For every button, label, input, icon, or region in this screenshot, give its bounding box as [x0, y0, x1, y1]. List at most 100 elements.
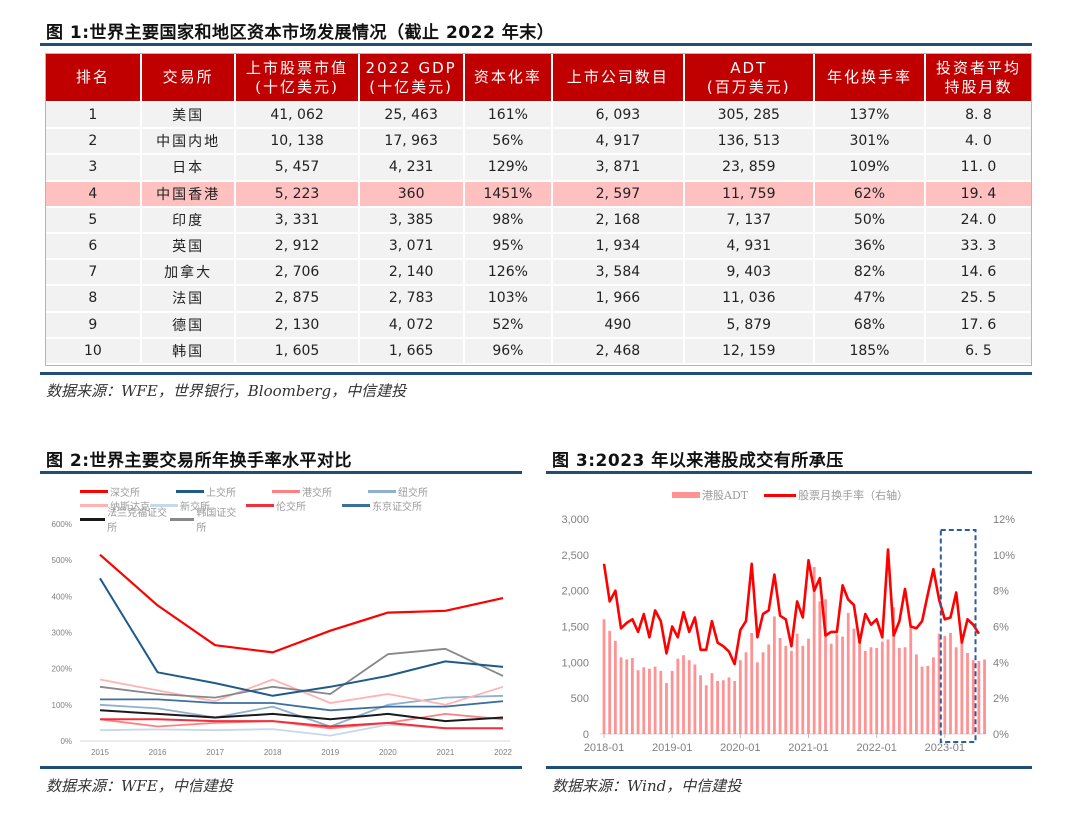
- y-tick-label: 500%: [52, 556, 72, 565]
- figure3-source: 数据来源：Wind，中信建投: [552, 777, 742, 795]
- column-header-line1: 年化换手率: [826, 68, 912, 86]
- cell-rank: 6: [46, 231, 142, 261]
- y-tick-label: 600%: [52, 520, 72, 529]
- y-right-tick-label: 10%: [993, 550, 1015, 562]
- adt-bar: [767, 644, 771, 734]
- cell-turnover: 50%: [812, 205, 926, 234]
- column-header: 上市公司数目: [551, 54, 685, 103]
- legend-label: 港股ADT: [702, 489, 749, 502]
- y-tick-label: 0%: [60, 737, 72, 746]
- cell-name: 美国: [139, 100, 237, 130]
- cell-gdp: 3, 071: [357, 231, 465, 261]
- cell-listed: 2, 597: [551, 179, 685, 208]
- legend-line-swatch: [764, 493, 797, 497]
- column-header-line1: 交易所: [162, 68, 214, 86]
- legend-swatch: [176, 489, 204, 493]
- cell-rank: 1: [46, 100, 142, 130]
- x-tick-label: 2023-01: [925, 742, 965, 754]
- column-header: 投资者平均 持股月数: [923, 54, 1031, 103]
- y-tick-label: 300%: [52, 629, 72, 638]
- column-header: 上市股票市值 (十亿美元): [234, 54, 360, 103]
- column-header-line1: ADT: [730, 58, 768, 77]
- y-left-tick-label: 3,000: [561, 514, 589, 526]
- adt-bar: [699, 675, 702, 734]
- cell-turnover: 301%: [812, 127, 926, 156]
- cell-mcap: 2, 706: [234, 258, 360, 287]
- cell-mcap: 2, 875: [234, 284, 360, 313]
- legend-swatch: [170, 517, 195, 521]
- cell-turnover: 36%: [812, 231, 926, 261]
- adt-bar: [613, 640, 617, 734]
- table-row: 10 韩国 1, 605 1, 665 96% 2, 468 12, 159 185% 6. 5: [46, 336, 1031, 365]
- cell-hold-months: 19. 4: [923, 179, 1031, 208]
- cell-turnover: 109%: [812, 153, 926, 182]
- legend-swatch: [150, 503, 178, 507]
- cell-listed: 1, 934: [551, 231, 685, 261]
- cell-name: 日本: [139, 153, 237, 182]
- y-left-tick-label: 500: [571, 693, 589, 705]
- y-left-tick-label: 1,500: [561, 622, 589, 634]
- cell-hold-months: 14. 6: [923, 258, 1031, 287]
- legend-swatch: [272, 489, 300, 493]
- adt-bar: [943, 635, 947, 734]
- figure1-title-rule: [40, 43, 1032, 46]
- adt-bar: [966, 653, 969, 734]
- legend-swatch: [80, 503, 108, 507]
- adt-bar: [790, 650, 793, 734]
- cell-mcap: 2, 130: [234, 310, 360, 339]
- x-tick-label: 2020: [379, 748, 397, 757]
- cell-name: 德国: [139, 310, 237, 339]
- cell-turnover: 185%: [812, 336, 926, 365]
- y-left-tick-label: 2,500: [561, 550, 589, 562]
- adt-bar: [841, 636, 844, 734]
- cell-mcap: 5, 457: [234, 153, 360, 182]
- y-tick-label: 400%: [52, 592, 72, 601]
- column-header: 交易所: [139, 54, 237, 103]
- adt-bar: [795, 633, 799, 734]
- adt-bar: [852, 628, 856, 734]
- y-tick-label: 200%: [52, 665, 72, 674]
- cell-gdp: 2, 140: [357, 258, 465, 287]
- y-right-tick-label: 4%: [993, 657, 1009, 669]
- adt-bar: [920, 666, 924, 734]
- legend-swatch: [342, 503, 370, 507]
- series-line: [99, 709, 504, 723]
- legend-label: 股票月换手率（右轴）: [798, 489, 909, 502]
- adt-bar: [863, 650, 867, 734]
- cell-mcap: 2, 912: [234, 231, 360, 261]
- cell-mcap: 41, 062: [234, 100, 360, 130]
- adt-bar: [670, 670, 674, 734]
- x-tick-label: 2015: [91, 748, 109, 757]
- cell-name: 中国内地: [139, 127, 237, 156]
- legend-item: 东京证交所: [342, 498, 438, 513]
- cell-cap-ratio: 1451%: [462, 179, 554, 208]
- cell-hold-months: 24. 0: [923, 205, 1031, 234]
- column-header-line1: 投资者平均: [935, 58, 1021, 77]
- adt-bar: [750, 632, 754, 734]
- adt-bar: [676, 658, 680, 734]
- cell-gdp: 4, 231: [357, 153, 465, 182]
- adt-bar: [869, 647, 873, 734]
- adt-bar: [954, 647, 958, 734]
- x-tick-label: 2016: [149, 748, 167, 757]
- adt-bar: [915, 654, 918, 734]
- legend-label: 港交所: [302, 487, 332, 499]
- table-row: 6 英国 2, 912 3, 071 95% 1, 934 4, 931 36% 33. 3: [46, 231, 1031, 261]
- cell-adt: 12, 159: [682, 336, 815, 365]
- cell-listed: 1, 966: [551, 284, 685, 313]
- cell-hold-months: 6. 5: [923, 336, 1031, 365]
- figure1-source: 数据来源：WFE，世界银行，Bloomberg，中信建投: [46, 382, 407, 400]
- adt-bar: [801, 645, 805, 734]
- cell-name: 中国香港: [139, 179, 237, 208]
- legend-item: 港交所: [272, 484, 368, 499]
- table-row: 4 中国香港 5, 223 360 1451% 2, 597 11, 759 62% 19. 4: [46, 179, 1031, 208]
- legend-label: 韩国证交所: [196, 508, 237, 534]
- cell-gdp: 25, 463: [357, 100, 465, 130]
- cell-turnover: 82%: [812, 258, 926, 287]
- adt-bar: [880, 641, 884, 734]
- cell-turnover: 62%: [812, 179, 926, 208]
- adt-bar: [755, 662, 759, 734]
- y-left-tick-label: 1,000: [561, 657, 589, 669]
- y-tick-label: 100%: [52, 701, 72, 710]
- legend-item: 法兰克福证交所: [80, 508, 170, 534]
